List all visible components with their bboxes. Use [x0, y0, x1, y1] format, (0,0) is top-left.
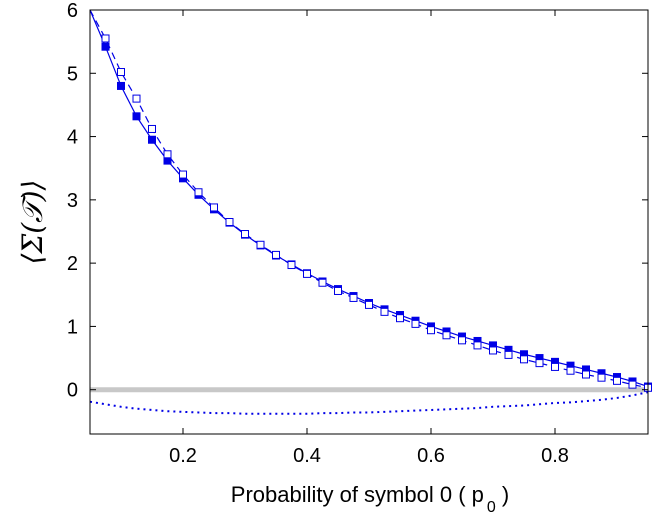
y-tick-label: 5: [67, 63, 78, 85]
x-axis-label-main: Probability of symbol 0 ( p: [231, 482, 484, 507]
plot-background: [90, 10, 648, 434]
x-axis-label-tail: ): [496, 482, 509, 507]
x-tick-label: 0.6: [417, 445, 445, 467]
plot-frame: [89, 9, 649, 435]
series-2-marker: [117, 68, 125, 77]
y-tick-label: 6: [67, 0, 78, 22]
series-2-marker: [396, 314, 404, 323]
series-2-marker: [101, 34, 110, 43]
y-tick-label: 1: [67, 316, 78, 338]
series-2-marker: [210, 203, 218, 212]
series-2-marker: [489, 346, 497, 355]
series-2-marker: [411, 319, 420, 328]
y-axis-ticks: 0 1 2 3 4 5 6: [67, 0, 648, 402]
series-2-marker: [287, 261, 296, 270]
x-axis-label-subscript: 0: [487, 499, 496, 516]
series-2-marker: [194, 188, 203, 197]
x-tick-label: 0.4: [293, 445, 321, 467]
series-2-marker: [551, 362, 559, 371]
series-1-marker: [132, 112, 141, 121]
series-2-marker: [303, 269, 311, 278]
series-2-marker: [427, 326, 435, 335]
y-tick-label: 3: [67, 190, 78, 212]
series-2-marker: [179, 170, 187, 179]
series-1-marker: [117, 81, 125, 90]
series-2-marker: [334, 286, 342, 295]
series-2-marker: [628, 380, 637, 389]
y-tick-label: 2: [67, 253, 78, 275]
y-axis-label: ⟨Σ(𝒯)⟩: [16, 180, 49, 265]
series-2-marker: [566, 366, 575, 375]
series-2-marker: [148, 124, 156, 133]
series-2-marker: [473, 341, 482, 350]
series-2-marker: [256, 240, 265, 249]
series-2-marker: [241, 230, 249, 239]
x-axis-label: Probability of symbol 0 ( p0 ): [231, 482, 509, 516]
x-tick-label: 0.2: [169, 445, 197, 467]
series-2-marker: [272, 250, 280, 259]
series-2-marker: [365, 300, 373, 309]
series-2-marker: [535, 359, 544, 368]
series-2-marker: [582, 370, 590, 379]
series-2-marker: [132, 94, 141, 103]
series-2-marker: [597, 373, 606, 382]
series-2-marker: [458, 336, 466, 345]
series-2-marker: [225, 218, 234, 226]
series-1-marker: [148, 135, 156, 144]
series-2-marker: [318, 278, 327, 287]
y-tick-label: 0: [67, 380, 78, 402]
x-axis-ticks: 0.2 0.4 0.6 0.8: [169, 10, 569, 467]
series-2-marker: [163, 150, 172, 159]
series-2-marker: [442, 331, 451, 340]
x-tick-label: 0.8: [541, 445, 569, 467]
series-2-marker: [520, 355, 528, 364]
series-2-marker: [613, 376, 621, 385]
series-layer: [89, 9, 652, 415]
y-tick-label: 4: [67, 127, 78, 149]
series-2-marker: [504, 350, 513, 359]
series-2-marker: [380, 307, 389, 316]
series-2-marker: [349, 293, 358, 302]
